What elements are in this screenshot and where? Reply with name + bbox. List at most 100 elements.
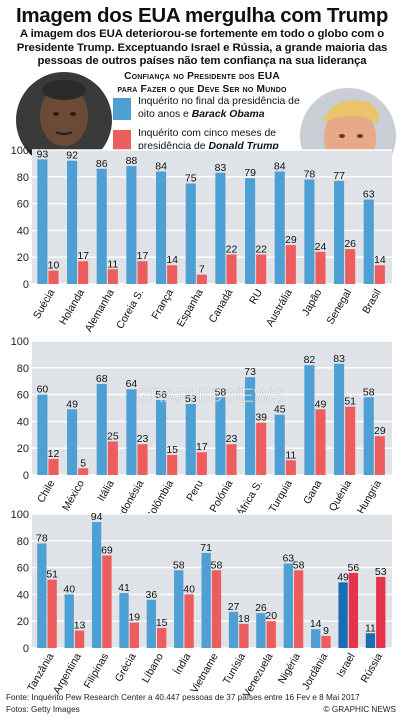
bar-trump	[374, 436, 385, 475]
data-label-trump: 23	[137, 433, 149, 445]
y-tick-label: 80	[17, 363, 29, 375]
category-label: Alemanha	[83, 287, 117, 334]
bar-trump	[107, 441, 118, 475]
data-label-obama: 14	[310, 618, 322, 630]
data-label-obama: 41	[118, 582, 130, 594]
bar-trump	[226, 254, 237, 284]
data-label-obama: 83	[333, 353, 345, 365]
data-label-trump: 22	[226, 244, 238, 256]
bar-trump	[48, 270, 59, 284]
legend-text-trump: Inquérito com cinco meses de presidência…	[138, 128, 277, 152]
data-label-obama: 26	[255, 602, 267, 614]
bar-obama	[365, 633, 376, 648]
legend-label-trump: Inquérito com cinco meses de presidência…	[138, 128, 313, 153]
bar-trump	[102, 555, 112, 648]
bar-obama	[363, 397, 374, 475]
bar-trump	[137, 261, 148, 284]
bar-obama	[37, 543, 47, 648]
y-tick-label: 0	[23, 643, 29, 655]
data-label-trump: 53	[375, 566, 387, 578]
data-label-obama: 11	[365, 622, 376, 634]
category-label: Chile	[35, 478, 57, 505]
data-label-obama: 77	[333, 170, 345, 182]
category-label: Líbano	[140, 651, 167, 685]
y-tick-label: 0	[23, 279, 29, 291]
data-label-obama: 75	[185, 173, 197, 185]
data-label-obama: 88	[126, 155, 138, 167]
y-tick-label: 40	[17, 225, 29, 237]
category-label: Japão	[300, 287, 325, 318]
data-label-obama: 68	[96, 373, 108, 385]
data-label-obama: 36	[146, 589, 158, 601]
y-tick-label: 40	[17, 416, 29, 428]
data-label-trump: 14	[374, 254, 386, 266]
data-label-trump: 26	[344, 238, 356, 250]
data-label-obama: 93	[37, 148, 49, 160]
chart-heading-line1: Confiança no Presidente dos EUA	[124, 71, 280, 82]
bar-obama	[334, 180, 345, 284]
photo-credit: Fotos: Getty Images	[6, 705, 80, 714]
bar-obama	[67, 160, 78, 284]
category-label: Espanha	[175, 287, 206, 329]
data-label-obama: 40	[63, 583, 75, 595]
data-label-obama: 60	[37, 384, 49, 396]
data-label-trump: 15	[166, 444, 178, 456]
data-label-obama: 58	[363, 386, 375, 398]
bar-trump	[78, 261, 89, 284]
bar-obama	[274, 414, 285, 475]
bar-trump	[376, 576, 386, 648]
y-tick-label: 20	[17, 443, 29, 455]
bar-obama	[311, 629, 321, 648]
category-label: Canadá	[207, 287, 236, 325]
data-label-obama: 84	[155, 160, 167, 172]
data-label-obama: 78	[304, 168, 316, 180]
category-label: Coreia S.	[114, 287, 146, 331]
bar-obama	[67, 409, 78, 475]
data-label-trump: 12	[48, 448, 60, 460]
category-label: Austrália	[264, 287, 295, 329]
data-label-obama: 84	[274, 160, 286, 172]
bar-trump	[348, 572, 359, 648]
data-label-trump: 18	[238, 613, 250, 625]
data-label-trump: 39	[255, 412, 267, 424]
data-label-trump: 49	[315, 398, 327, 410]
data-label-trump: 11	[107, 258, 118, 270]
bar-trump	[48, 458, 59, 475]
source-note: Fonte: Inquérito Pew Research Center a 4…	[6, 693, 360, 702]
bar-obama	[64, 594, 74, 648]
bar-obama	[37, 394, 48, 475]
legend-item-trump: Inquérito com cinco meses de presidência…	[113, 128, 313, 158]
bar-obama	[228, 611, 239, 648]
data-label-obama: 58	[215, 386, 227, 398]
data-label-obama: 78	[36, 532, 48, 544]
bar-obama	[37, 159, 48, 284]
bar-obama	[119, 593, 129, 648]
y-tick-label: 60	[17, 390, 29, 402]
bar-trump	[315, 251, 326, 284]
category-label: Suécia	[31, 287, 58, 321]
brand-credit: © GRAPHIC NEWS	[323, 705, 396, 714]
bar-obama	[215, 397, 226, 475]
category-label: Itália	[95, 478, 117, 503]
data-label-trump: 17	[196, 441, 208, 453]
data-label-trump: 9	[323, 625, 329, 637]
data-label-obama: 63	[363, 189, 375, 201]
data-label-trump: 14	[166, 254, 178, 266]
data-label-trump: 25	[107, 431, 119, 443]
bar-obama	[283, 563, 293, 648]
legend-swatch-trump	[113, 130, 131, 152]
category-label: Hungria	[355, 478, 384, 516]
bar-obama	[126, 389, 137, 475]
bar-obama	[201, 552, 211, 648]
category-label: Polónia	[208, 478, 236, 514]
bar-trump	[321, 635, 331, 648]
category-label: Israel	[334, 651, 357, 679]
data-label-obama: 73	[244, 366, 256, 378]
legend-name-trump: Donald Trump	[208, 140, 279, 152]
y-tick-label: 20	[17, 252, 29, 264]
y-tick-label: 40	[17, 589, 29, 601]
bar-obama	[334, 363, 345, 475]
bar-trump	[256, 422, 267, 475]
y-tick-label: 80	[17, 536, 29, 548]
bar-trump	[285, 245, 296, 284]
